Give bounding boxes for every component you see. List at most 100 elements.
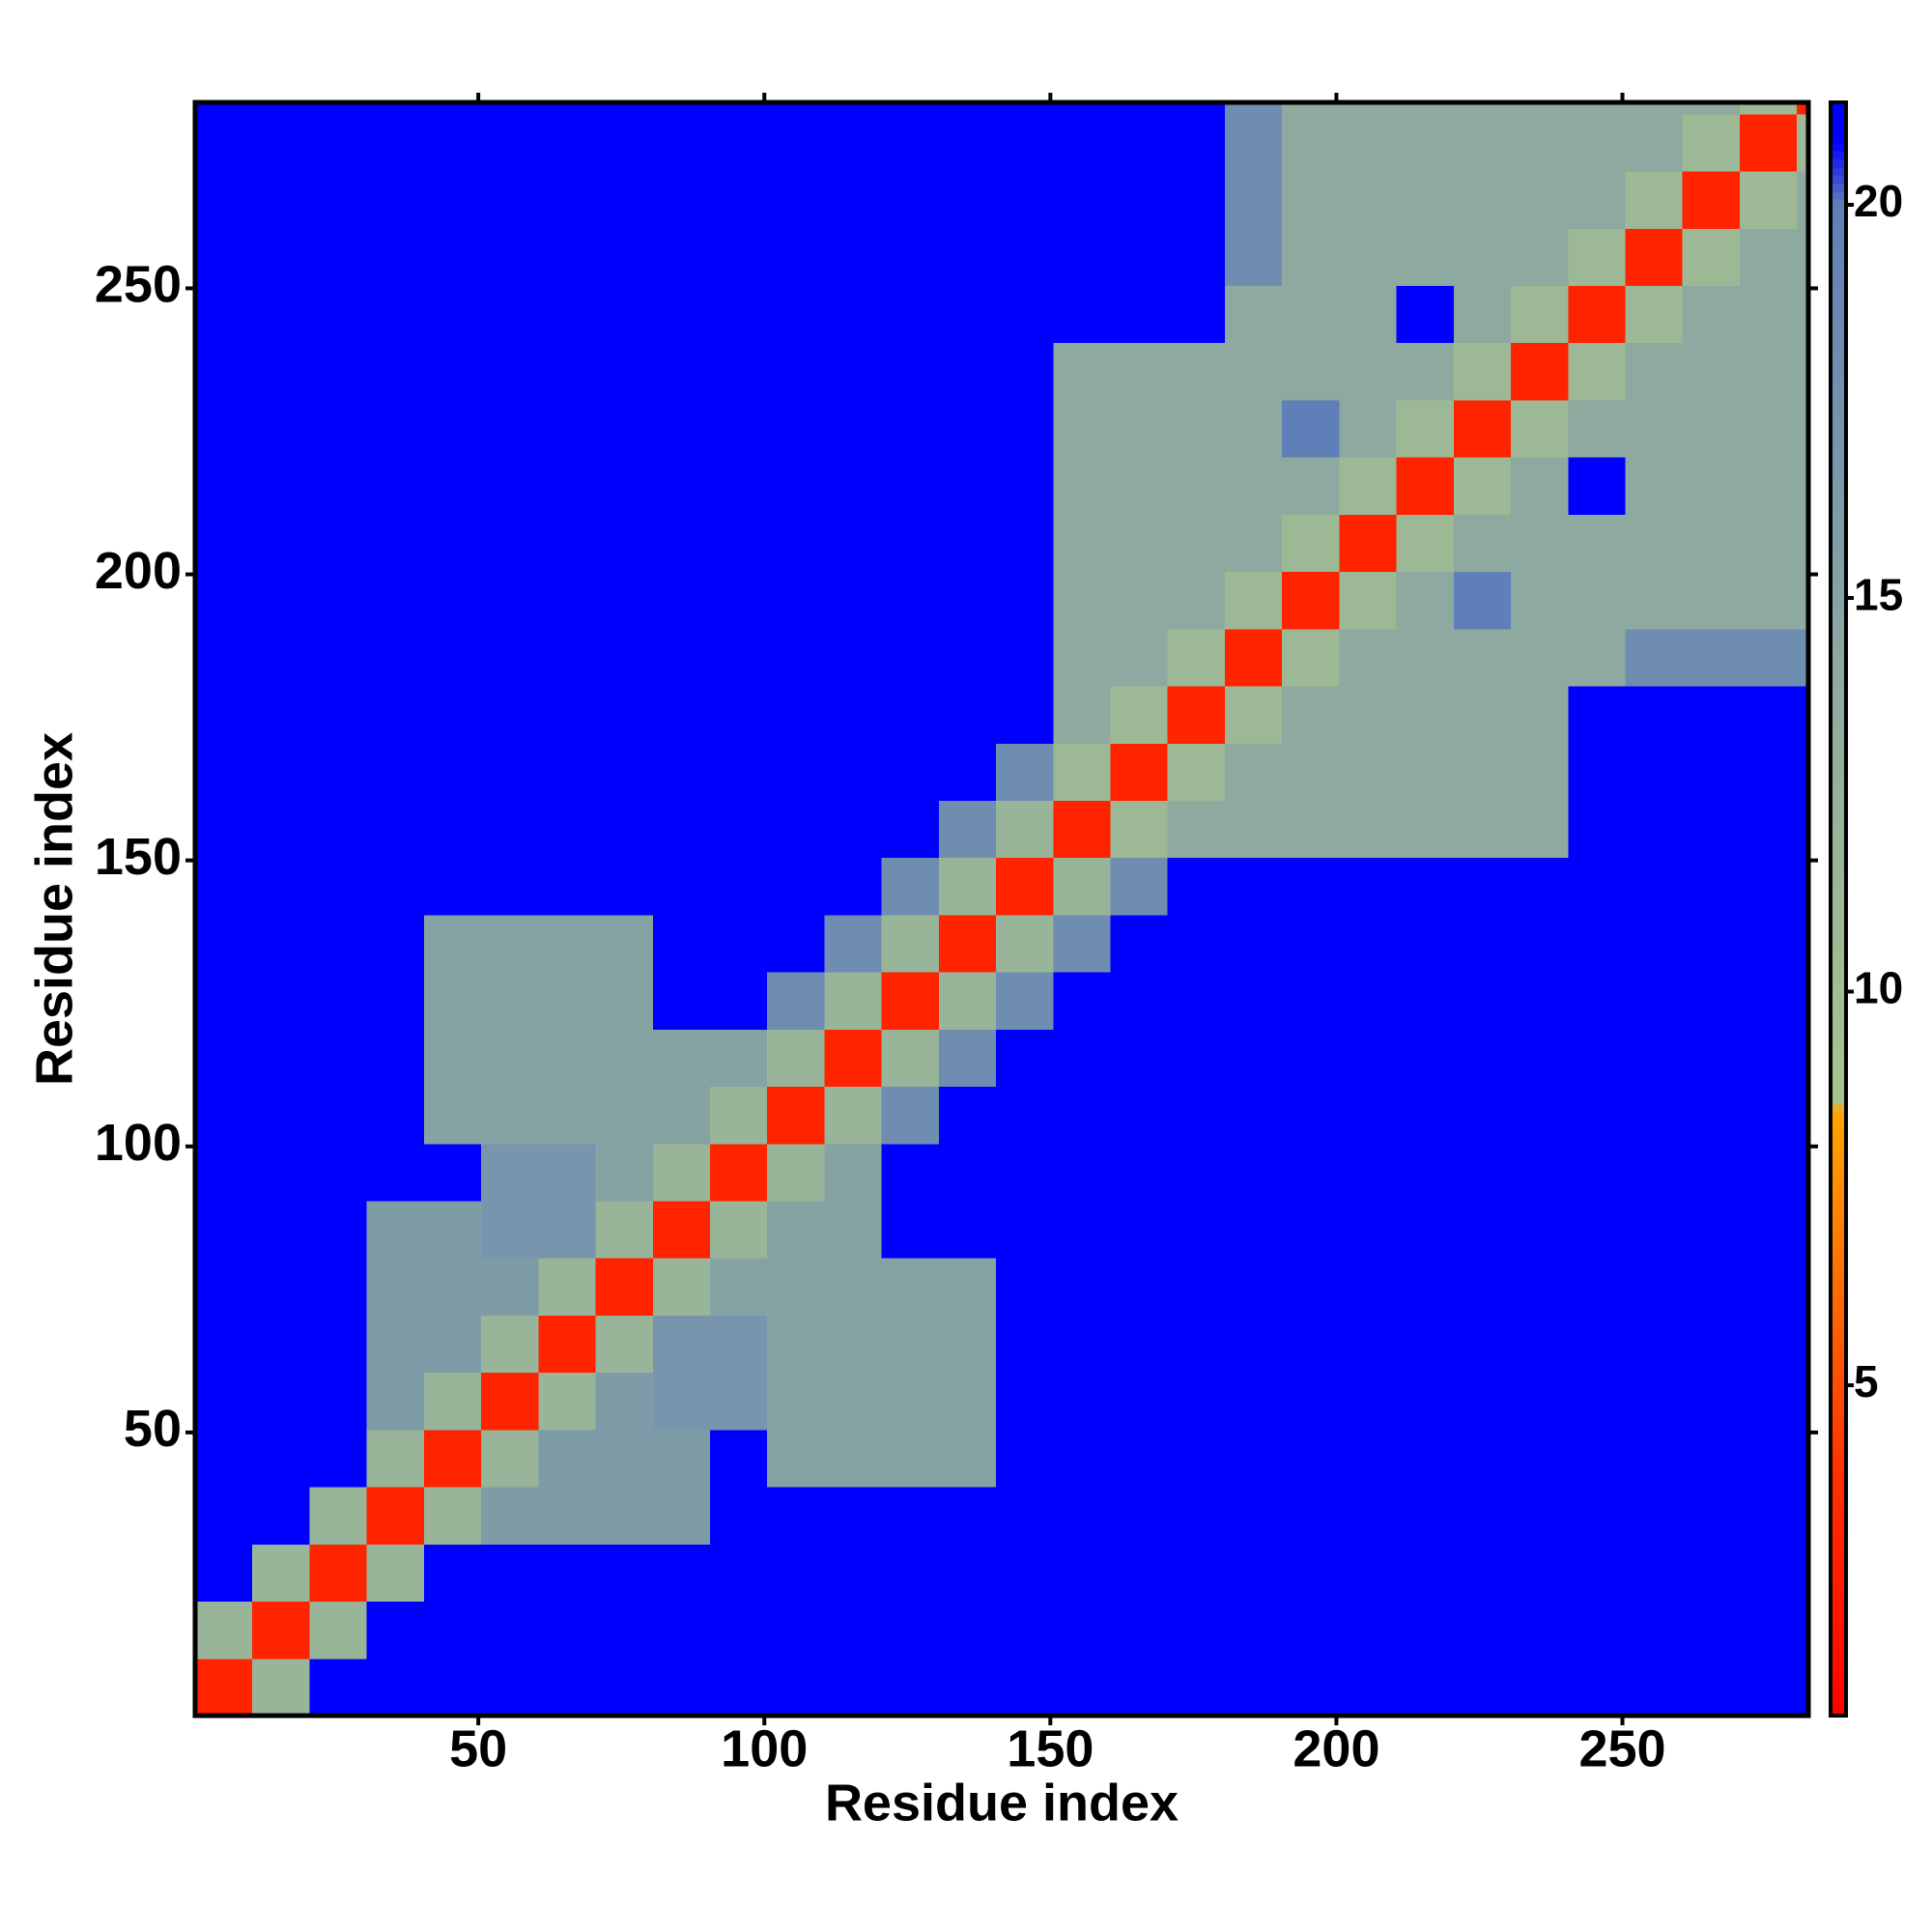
- colorbar-segment: [1831, 102, 1846, 111]
- heatmap-cell: [538, 1086, 597, 1145]
- heatmap-cell: [1396, 1544, 1455, 1603]
- heatmap-cell: [1682, 457, 1741, 515]
- heatmap-cell: [366, 1315, 425, 1374]
- heatmap-cell: [824, 1201, 883, 1259]
- colorbar-segment: [1831, 1642, 1846, 1652]
- heatmap-cell: [938, 514, 997, 573]
- heatmap-cell: [309, 1143, 368, 1202]
- colorbar-segment: [1831, 142, 1846, 152]
- heatmap-cell: [366, 686, 425, 744]
- colorbar-segment: [1831, 650, 1846, 660]
- heatmap-cell: [709, 102, 768, 115]
- heatmap-cell: [309, 1658, 368, 1717]
- heatmap-cell: [1282, 171, 1340, 229]
- colorbar-segment: [1831, 860, 1846, 869]
- heatmap-cell: [938, 342, 997, 401]
- colorbar-segment: [1831, 134, 1846, 144]
- heatmap-cell: [1568, 571, 1626, 630]
- colorbar-segment: [1831, 739, 1846, 749]
- heatmap-cell: [309, 628, 368, 687]
- heatmap-cell: [996, 1029, 1054, 1088]
- heatmap-cell: [1053, 800, 1112, 859]
- heatmap-cell: [538, 1487, 597, 1545]
- heatmap-cell: [938, 1429, 997, 1488]
- heatmap-cell: [1625, 914, 1684, 973]
- colorbar-segment: [1831, 836, 1846, 845]
- heatmap-cell: [1167, 342, 1226, 401]
- colorbar-segment: [1831, 698, 1846, 708]
- colorbar-segment: [1831, 255, 1846, 265]
- heatmap-cell: [996, 1258, 1054, 1316]
- heatmap-cell: [996, 1544, 1054, 1603]
- heatmap-cell: [1511, 1143, 1569, 1202]
- heatmap-cell: [652, 399, 711, 458]
- heatmap-cell: [423, 1487, 482, 1545]
- colorbar-segment: [1831, 1377, 1846, 1386]
- colorbar-segment: [1831, 941, 1846, 951]
- colorbar-segment: [1831, 1417, 1846, 1426]
- heatmap-cell: [1167, 457, 1226, 515]
- heatmap-cell: [996, 628, 1054, 687]
- heatmap-cell: [481, 1429, 539, 1488]
- heatmap-cell: [1453, 1544, 1512, 1603]
- heatmap-cell: [709, 1201, 768, 1259]
- heatmap-cell: [481, 102, 539, 115]
- colorbar-segment: [1831, 271, 1846, 281]
- heatmap-cell: [938, 743, 997, 801]
- colorbar-segment: [1831, 796, 1846, 805]
- colorbar-segment: [1831, 1497, 1846, 1507]
- heatmap-cell: [1511, 102, 1569, 115]
- heatmap-cell: [481, 1544, 539, 1603]
- heatmap-cell: [1739, 686, 1798, 744]
- heatmap-cell: [1224, 972, 1283, 1030]
- colorbar-segment: [1831, 1538, 1846, 1548]
- colorbar-segment: [1831, 578, 1846, 587]
- heatmap-cell: [1511, 399, 1569, 458]
- heatmap-cell: [1053, 1029, 1112, 1088]
- heatmap-cell: [423, 1029, 482, 1088]
- heatmap-cell: [767, 1487, 825, 1545]
- heatmap-cell: [1682, 1658, 1741, 1717]
- heatmap-cell: [195, 1544, 253, 1603]
- colorbar-segment: [1831, 1143, 1846, 1151]
- heatmap-cell: [195, 399, 253, 458]
- colorbar-segment: [1831, 1207, 1846, 1216]
- colorbar-segment: [1831, 924, 1846, 934]
- heatmap-cell: [1396, 1658, 1455, 1717]
- heatmap-cell: [881, 914, 940, 973]
- heatmap-cell: [1511, 1372, 1569, 1431]
- heatmap-cell: [767, 514, 825, 573]
- heatmap-cell: [881, 228, 940, 287]
- colorbar-segment: [1831, 772, 1846, 781]
- heatmap-cell: [938, 171, 997, 229]
- heatmap-cell: [1625, 1487, 1684, 1545]
- heatmap-cell: [538, 743, 597, 801]
- colorbar-segment: [1831, 1554, 1846, 1563]
- heatmap-cell: [1568, 1029, 1626, 1088]
- colorbar-segment: [1831, 1521, 1846, 1531]
- colorbar-segment: [1831, 1182, 1846, 1192]
- heatmap-cell: [1224, 228, 1283, 287]
- colorbar-segment: [1831, 207, 1846, 216]
- colorbar-segment: [1831, 440, 1846, 450]
- heatmap-cell: [1224, 686, 1283, 744]
- heatmap-cell: [1110, 457, 1169, 515]
- heatmap-cell: [1511, 857, 1569, 916]
- heatmap-cell: [881, 1601, 940, 1660]
- heatmap-cell: [195, 514, 253, 573]
- heatmap-cell: [1511, 171, 1569, 229]
- heatmap-cell: [1339, 628, 1398, 687]
- heatmap-cell: [252, 628, 310, 687]
- heatmap-cell: [1053, 113, 1112, 172]
- colorbar-segment: [1831, 1119, 1846, 1127]
- heatmap-cell: [1110, 1029, 1169, 1088]
- heatmap-cell: [481, 228, 539, 287]
- heatmap-cell: [595, 1601, 654, 1660]
- colorbar-segment: [1831, 900, 1846, 910]
- heatmap-cell: [881, 571, 940, 630]
- heatmap-cell: [709, 857, 768, 916]
- heatmap-cell: [1453, 628, 1512, 687]
- heatmap-cell: [538, 686, 597, 744]
- heatmap-cell: [1511, 285, 1569, 344]
- heatmap-cell: [1053, 171, 1112, 229]
